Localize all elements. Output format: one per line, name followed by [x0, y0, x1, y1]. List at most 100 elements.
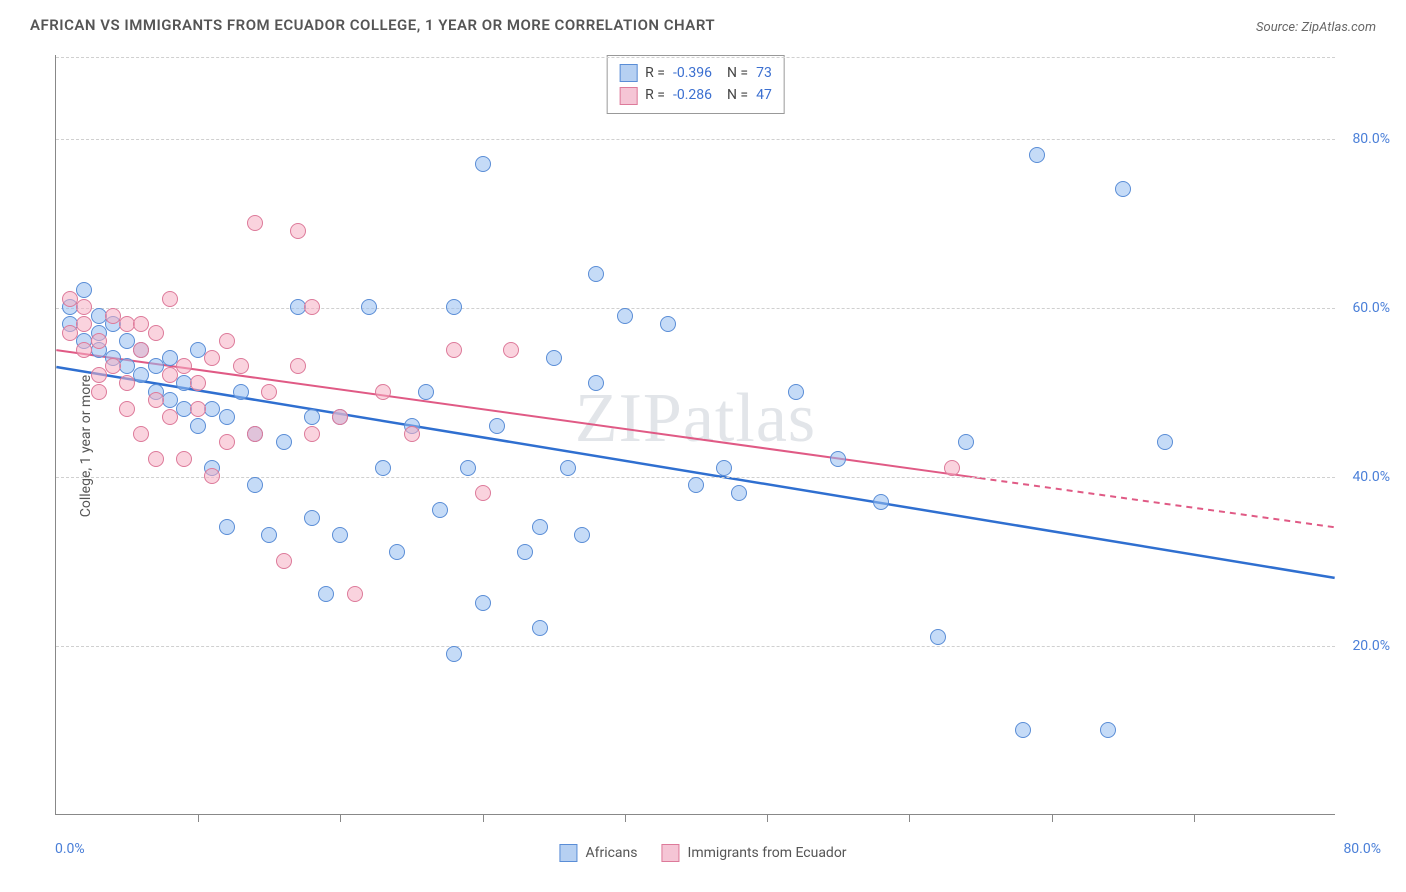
- scatter-point: [76, 342, 92, 358]
- scatter-point: [588, 375, 604, 391]
- scatter-point: [503, 342, 519, 358]
- legend-n-value: 47: [756, 84, 772, 106]
- scatter-point: [76, 316, 92, 332]
- scatter-point: [162, 367, 178, 383]
- scatter-point: [1015, 722, 1031, 738]
- bottom-legend-label: Immigrants from Ecuador: [688, 845, 847, 861]
- scatter-point: [148, 325, 164, 341]
- x-tick: [198, 814, 199, 822]
- y-tick-label: 60.0%: [1352, 300, 1390, 316]
- gridline: [56, 308, 1335, 309]
- legend-swatch: [559, 844, 577, 862]
- scatter-point: [944, 460, 960, 476]
- scatter-point: [190, 375, 206, 391]
- scatter-point: [332, 409, 348, 425]
- scatter-point: [588, 266, 604, 282]
- legend-r-label: R =: [645, 84, 665, 106]
- scatter-point: [76, 282, 92, 298]
- scatter-point: [347, 586, 363, 602]
- gridline: [56, 57, 1335, 58]
- scatter-point: [389, 544, 405, 560]
- scatter-point: [532, 519, 548, 535]
- scatter-point: [105, 358, 121, 374]
- x-tick: [1052, 814, 1053, 822]
- scatter-point: [560, 460, 576, 476]
- x-axis-max-label: 80.0%: [1343, 841, 1381, 857]
- scatter-point: [731, 485, 747, 501]
- legend-swatch: [662, 844, 680, 862]
- scatter-point: [247, 215, 263, 231]
- scatter-point: [660, 316, 676, 332]
- scatter-point: [62, 325, 78, 341]
- scatter-point: [261, 527, 277, 543]
- legend-n-label: N =: [720, 62, 748, 84]
- scatter-point: [318, 586, 334, 602]
- scatter-point: [304, 299, 320, 315]
- scatter-point: [574, 527, 590, 543]
- source-attribution: Source: ZipAtlas.com: [1256, 16, 1376, 35]
- scatter-point: [432, 502, 448, 518]
- scatter-point: [446, 646, 462, 662]
- scatter-point: [133, 426, 149, 442]
- scatter-point: [1100, 722, 1116, 738]
- gridline: [56, 139, 1335, 140]
- x-tick: [767, 814, 768, 822]
- x-tick: [483, 814, 484, 822]
- scatter-point: [958, 434, 974, 450]
- legend-r-label: R =: [645, 62, 665, 84]
- scatter-chart: ZIPatlas R = -0.396 N = 73R = -0.286 N =…: [55, 55, 1335, 815]
- scatter-point: [460, 460, 476, 476]
- scatter-point: [219, 409, 235, 425]
- scatter-point: [162, 409, 178, 425]
- scatter-point: [290, 358, 306, 374]
- scatter-point: [404, 426, 420, 442]
- scatter-point: [91, 367, 107, 383]
- scatter-point: [176, 358, 192, 374]
- scatter-point: [176, 451, 192, 467]
- chart-title: AFRICAN VS IMMIGRANTS FROM ECUADOR COLLE…: [30, 16, 715, 34]
- watermark-text: ZIPatlas: [575, 379, 816, 459]
- scatter-point: [290, 223, 306, 239]
- scatter-point: [304, 409, 320, 425]
- scatter-point: [76, 299, 92, 315]
- correlation-legend: R = -0.396 N = 73R = -0.286 N = 47: [606, 55, 785, 114]
- gridline: [56, 646, 1335, 647]
- scatter-point: [375, 460, 391, 476]
- scatter-point: [475, 156, 491, 172]
- scatter-point: [1029, 147, 1045, 163]
- source-name: ZipAtlas.com: [1301, 20, 1376, 35]
- bottom-legend-item: Africans: [559, 844, 637, 862]
- scatter-point: [546, 350, 562, 366]
- scatter-point: [617, 308, 633, 324]
- scatter-point: [446, 342, 462, 358]
- scatter-point: [119, 375, 135, 391]
- scatter-point: [1115, 181, 1131, 197]
- source-prefix: Source:: [1256, 20, 1301, 35]
- x-tick: [340, 814, 341, 822]
- bottom-legend-item: Immigrants from Ecuador: [662, 844, 847, 862]
- scatter-point: [119, 401, 135, 417]
- scatter-point: [91, 333, 107, 349]
- scatter-point: [219, 333, 235, 349]
- scatter-point: [91, 384, 107, 400]
- bottom-legend-label: Africans: [585, 845, 637, 861]
- scatter-point: [133, 367, 149, 383]
- scatter-point: [219, 434, 235, 450]
- scatter-point: [930, 629, 946, 645]
- legend-row: R = -0.286 N = 47: [619, 84, 772, 106]
- y-tick-label: 40.0%: [1352, 469, 1390, 485]
- y-tick-label: 80.0%: [1352, 131, 1390, 147]
- scatter-point: [830, 451, 846, 467]
- scatter-point: [475, 595, 491, 611]
- scatter-point: [517, 544, 533, 560]
- scatter-point: [148, 392, 164, 408]
- scatter-point: [190, 401, 206, 417]
- trend-line: [56, 367, 1334, 578]
- x-axis-min-label: 0.0%: [55, 841, 85, 857]
- scatter-point: [204, 350, 220, 366]
- scatter-point: [788, 384, 804, 400]
- scatter-point: [446, 299, 462, 315]
- scatter-point: [304, 426, 320, 442]
- y-tick-label: 20.0%: [1352, 638, 1390, 654]
- scatter-point: [489, 418, 505, 434]
